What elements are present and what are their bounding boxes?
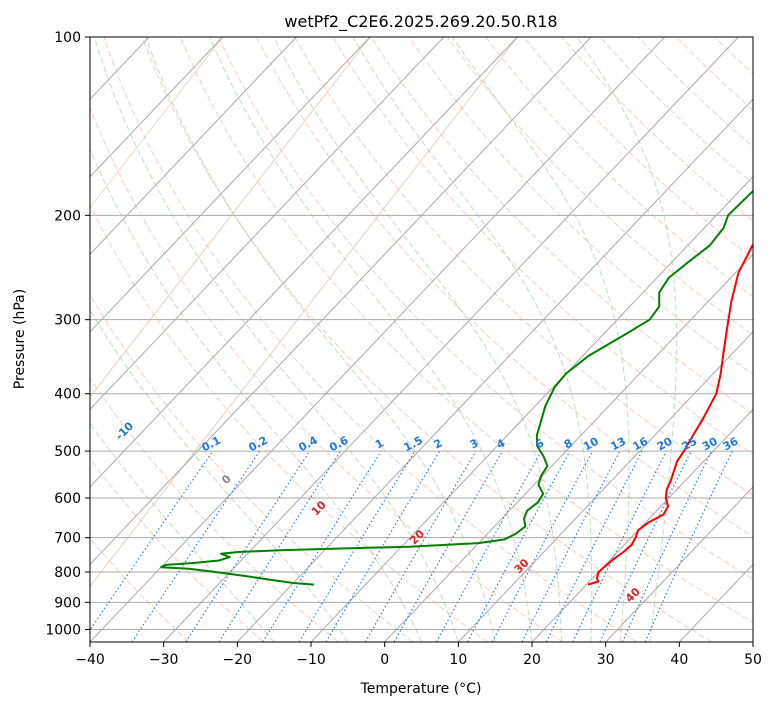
moist-adiabat-line: [352, 37, 593, 642]
isotherm-line: [310, 176, 753, 642]
background-lines: [90, 37, 753, 642]
dry-adiabat-line: [446, 37, 753, 336]
mixing-ratio-line: [572, 450, 667, 642]
x-tick-label: −20: [223, 652, 253, 668]
y-tick-label: 800: [54, 565, 81, 581]
dewpoint-line: [160, 189, 753, 586]
mixing-ratio-label: 30: [700, 435, 720, 454]
y-tick-label: 100: [54, 30, 81, 46]
y-tick-label: 400: [54, 387, 81, 403]
moist-adiabat-line: [93, 37, 459, 642]
dry-adiabat-line: [408, 37, 753, 375]
dry-adiabat-line: [90, 204, 488, 642]
line-labels: 0.10.20.40.611.52346810131620253036-100-…: [113, 419, 741, 605]
moist-adiabat-line: [209, 37, 533, 642]
mixing-ratio-line: [545, 450, 643, 642]
dry-adiabat-line: [294, 37, 753, 496]
isotherm-line: [457, 331, 753, 642]
isotherm-line: [236, 98, 753, 642]
isotherm-line: [90, 37, 371, 333]
temperature-line: [587, 243, 753, 586]
x-axis-label: Temperature (°C): [360, 681, 482, 697]
dry-adiabat-line: [141, 37, 712, 642]
dry-adiabat-line: [179, 37, 753, 623]
moist-adiabat-line: [90, 148, 422, 642]
isotherm-line: [384, 253, 753, 642]
y-tick-label: 200: [54, 208, 81, 224]
mixing-ratio-label: 16: [631, 435, 651, 454]
mixing-ratio-line: [298, 450, 416, 642]
x-tick-label: −30: [149, 652, 179, 668]
y-tick-label: 300: [54, 313, 81, 329]
isotherm-line: [90, 37, 445, 411]
y-tick-label: 1000: [45, 622, 81, 638]
mixing-ratio-line: [435, 450, 542, 642]
chart-title: wetPf2_C2E6.2025.269.20.50.R18: [284, 12, 557, 32]
tan-reference-curve: [90, 37, 518, 588]
isotherm-line: [531, 408, 753, 642]
isotherm-line: [90, 37, 666, 642]
dry-adiabat-line: [217, 37, 753, 580]
isotherm-line: [90, 37, 297, 256]
dry-adiabat-line: [332, 37, 753, 455]
x-tick-label: −10: [296, 652, 326, 668]
moist-adiabat-line: [90, 422, 275, 642]
mixing-ratio-line: [131, 450, 261, 642]
x-axis-ticks: −40 −30 −20 −10 0 10 20 30 40 50: [75, 642, 762, 668]
isotherm-line: [90, 37, 592, 566]
x-tick-label: −40: [75, 652, 105, 668]
x-tick-label: 0: [380, 652, 389, 668]
plot-frame: [89, 36, 754, 643]
mixing-ratio-label: 36: [721, 435, 741, 454]
mixing-ratio-line: [644, 450, 733, 642]
x-tick-label: 40: [670, 652, 688, 668]
moist-adiabat-line: [145, 37, 496, 642]
x-tick-label: 30: [597, 652, 615, 668]
y-tick-label: 500: [54, 444, 81, 460]
y-axis-ticks: 100 200 300 400 500 600 700 800 900 1000: [45, 30, 90, 638]
mixing-ratio-label: 10: [581, 435, 601, 454]
mixing-ratio-line: [467, 450, 571, 642]
moist-adiabat-line: [273, 37, 562, 642]
y-tick-label: 700: [54, 531, 81, 547]
data-series: [160, 189, 753, 586]
isotherm-line: [90, 37, 224, 178]
mixing-ratio-line: [185, 450, 311, 642]
mixing-ratio-line: [218, 450, 341, 642]
y-tick-label: 600: [54, 491, 81, 507]
x-tick-label: 10: [449, 652, 467, 668]
moist-adiabat-line: [90, 309, 349, 642]
mixing-ratio-label: 13: [608, 435, 628, 454]
dry-adiabat-line: [90, 458, 264, 642]
tan-reference-curve: [90, 37, 371, 398]
mixing-ratio-line: [262, 450, 382, 642]
dry-adiabat-line: [90, 106, 563, 642]
isotherm-line: [605, 486, 753, 642]
mixing-ratio-line: [90, 450, 214, 631]
y-tick-label: 900: [54, 595, 81, 611]
y-axis-label: Pressure (hPa): [12, 289, 28, 389]
x-tick-label: 20: [523, 652, 541, 668]
mixing-ratio-label: 25: [680, 435, 700, 454]
isotherm-line: [163, 37, 739, 642]
dry-adiabat-line: [103, 37, 638, 642]
isotherm-line: [90, 37, 518, 488]
moist-adiabat-line: [452, 37, 630, 642]
mixing-ratio-label: 20: [655, 435, 675, 454]
x-tick-label: 50: [744, 652, 762, 668]
mixing-ratio-line: [393, 450, 503, 642]
